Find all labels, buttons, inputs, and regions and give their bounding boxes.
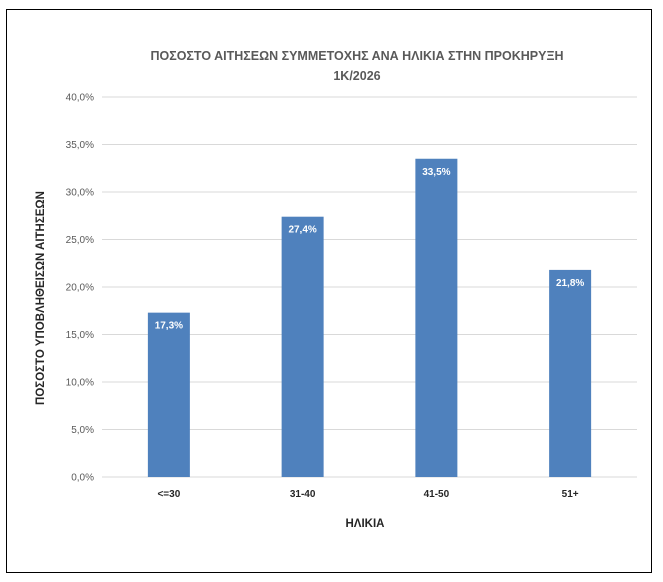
bar-data-label: 17,3%: [155, 321, 183, 332]
y-tick-label: 20,0%: [66, 283, 94, 294]
y-tick-label: 10,0%: [66, 378, 94, 389]
bar: [281, 216, 324, 477]
bar: [549, 269, 592, 477]
bar-data-label: 21,8%: [556, 278, 584, 289]
y-tick-label: 30,0%: [66, 188, 94, 199]
x-axis-categories: <=30 31-40 41-50 51+: [157, 489, 578, 500]
y-tick-label: 35,0%: [66, 140, 94, 151]
y-tick-label: 0,0%: [71, 473, 94, 484]
x-category-label: 41-50: [424, 489, 450, 500]
y-axis-ticks: 0,0% 5,0% 10,0% 15,0% 20,0% 25,0% 30,0% 35,0% 40…: [66, 93, 94, 484]
x-category-label: 31-40: [290, 489, 316, 500]
y-tick-label: 5,0%: [71, 425, 94, 436]
bar: [415, 158, 458, 477]
y-tick-label: 40,0%: [66, 93, 94, 104]
gridlines: [102, 96, 637, 478]
data-labels: 17,3% 27,4% 33,5% 21,8%: [155, 167, 585, 332]
bars: [147, 158, 592, 477]
x-axis-title: ΗΛΙΚΙΑ: [346, 518, 385, 530]
x-category-label: 51+: [562, 489, 579, 500]
y-axis-title: ΠΟΣΟΣΤΟ ΥΠΟΒΛΗΘΕΙΣΩΝ ΑΙΤΗΣΕΩΝ: [35, 191, 47, 405]
chart-title-line-1: ΠΟΣΟΣΤΟ ΑΙΤΗΣΕΩΝ ΣΥΜΜΕΤΟΧΗΣ ΑΝΑ ΗΛΙΚΙΑ Σ…: [150, 49, 563, 63]
y-tick-label: 15,0%: [66, 330, 94, 341]
bar-data-label: 27,4%: [288, 225, 316, 236]
y-tick-label: 25,0%: [66, 235, 94, 246]
chart-title-line-2: 1Κ/2026: [333, 69, 380, 83]
x-category-label: <=30: [157, 489, 180, 500]
bar-data-label: 33,5%: [422, 167, 450, 178]
chart-frame: ΠΟΣΟΣΤΟ ΑΙΤΗΣΕΩΝ ΣΥΜΜΕΤΟΧΗΣ ΑΝΑ ΗΛΙΚΙΑ Σ…: [6, 9, 652, 573]
bar: [147, 312, 190, 477]
bar-chart: ΠΟΣΟΣΤΟ ΑΙΤΗΣΕΩΝ ΣΥΜΜΕΤΟΧΗΣ ΑΝΑ ΗΛΙΚΙΑ Σ…: [35, 49, 637, 530]
